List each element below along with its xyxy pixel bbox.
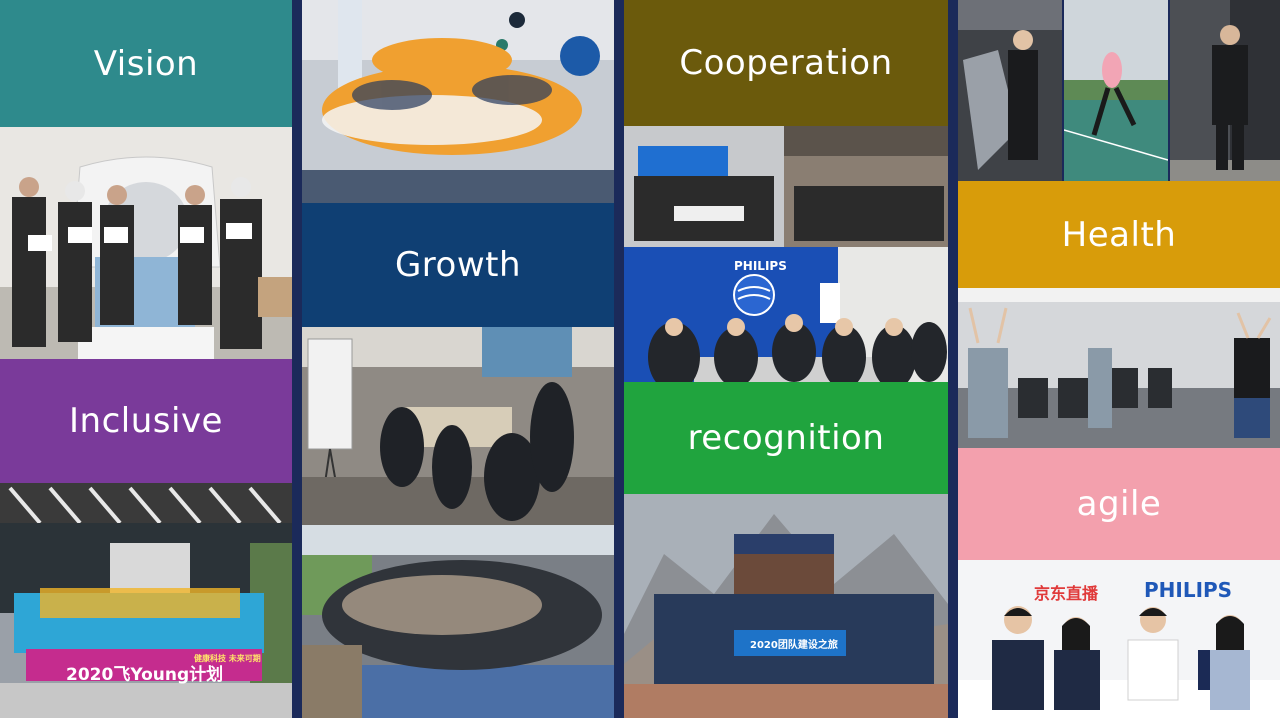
health-label: Health <box>1061 214 1177 255</box>
recognition-label: recognition <box>687 418 885 458</box>
group-banner-photo: 2020飞Young计划 健康科技 未来可期 <box>0 483 292 718</box>
seated-group-photo <box>302 525 614 718</box>
exercise-room-photo <box>958 288 1280 448</box>
meeting-room-photo <box>624 126 948 247</box>
vision-label: Vision <box>93 43 199 84</box>
fitness-photo-street <box>1170 0 1280 181</box>
agile-tile: agile <box>958 448 1280 560</box>
team-sign-text: 2020团队建设之旅 <box>750 640 838 651</box>
health-tile: Health <box>958 181 1280 288</box>
philips-meeting-photo: PHILIPS <box>624 247 948 382</box>
column-3: Cooperation <box>624 0 948 718</box>
cooperation-tile: Cooperation <box>624 0 948 126</box>
column-2: Growth <box>302 0 614 718</box>
mountain-team-photo: 2020团队建设之旅 <box>624 494 948 718</box>
banner-tagline: 健康科技 未来可期 <box>194 654 261 663</box>
jd-live-text: 京东直播 <box>1034 584 1099 603</box>
philips-brand-text: PHILIPS <box>1144 578 1233 602</box>
banner-text: 2020飞Young计划 <box>66 665 224 685</box>
workshop-photo <box>302 327 614 525</box>
philips-logo-text: PHILIPS <box>734 259 787 273</box>
inclusive-label: Inclusive <box>69 401 223 441</box>
growth-tile: Growth <box>302 203 614 327</box>
livestream-photo: 京东直播 PHILIPS <box>958 560 1280 718</box>
fitness-photo-court <box>1064 0 1168 181</box>
column-4: Health agile <box>958 0 1280 718</box>
column-1: Vision Inclusive <box>0 0 292 718</box>
inclusive-tile: Inclusive <box>0 359 292 483</box>
agile-label: agile <box>1076 484 1162 524</box>
cooperation-label: Cooperation <box>679 43 893 83</box>
large-crowd-photo <box>302 0 614 203</box>
growth-label: Growth <box>394 245 522 285</box>
recognition-tile: recognition <box>624 382 948 494</box>
scanner-team-photo <box>0 127 292 359</box>
vision-tile: Vision <box>0 0 292 127</box>
fitness-photo-gym <box>958 0 1062 181</box>
